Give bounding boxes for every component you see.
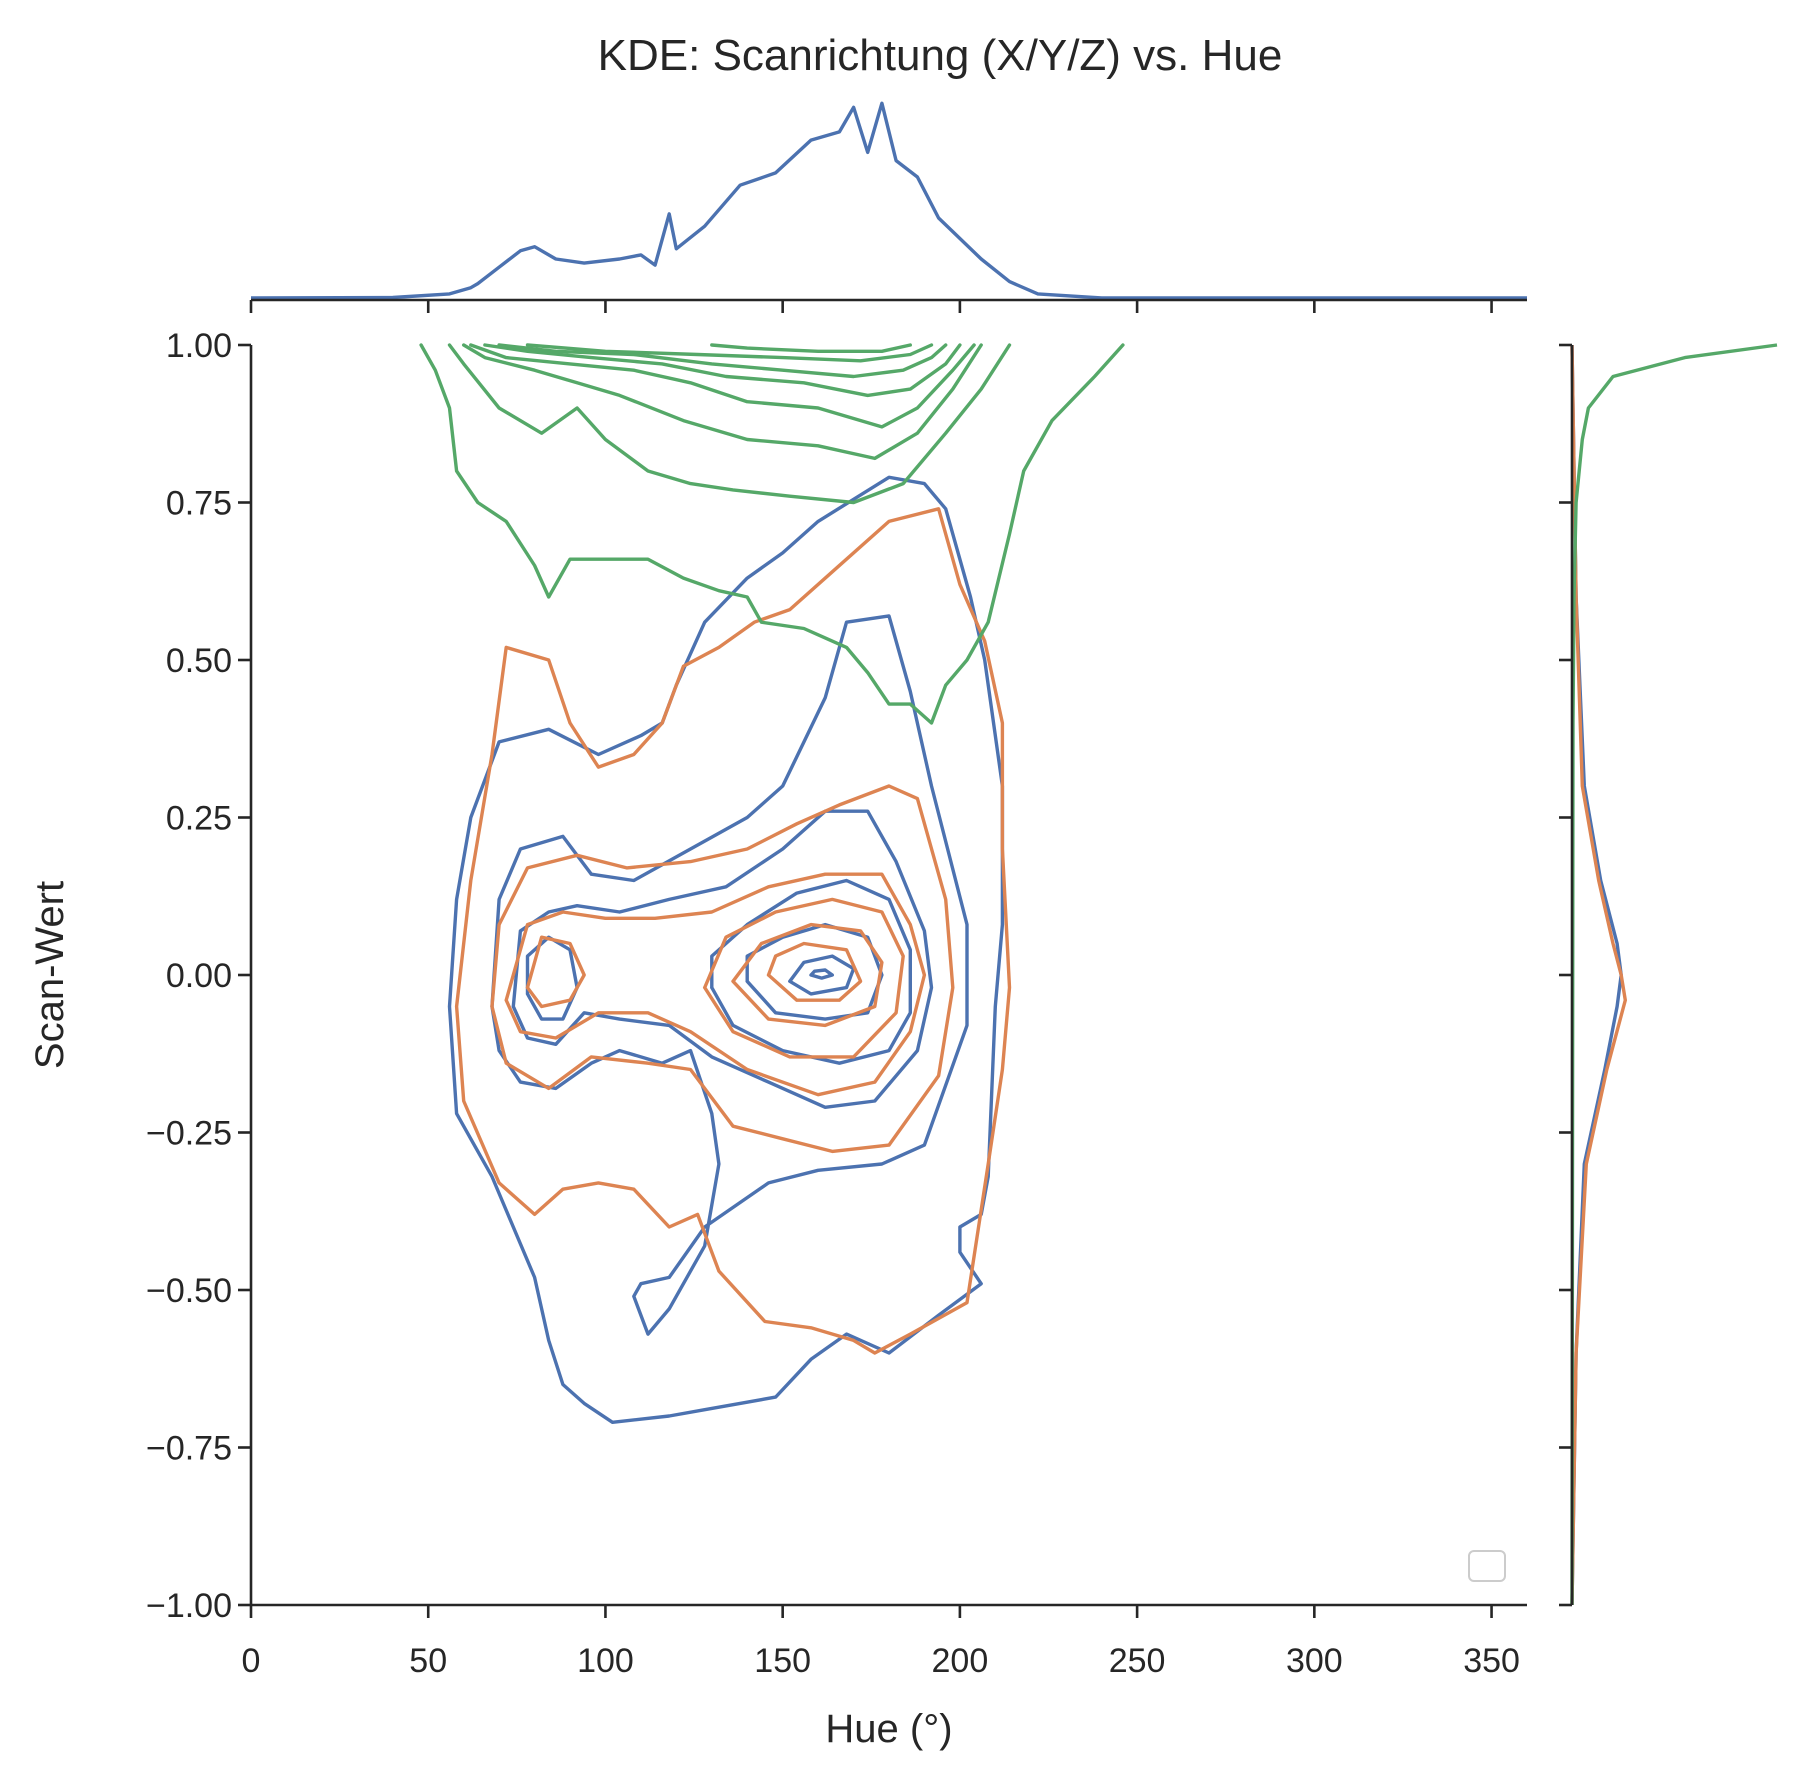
x-tick-label: 250 (1109, 1642, 1166, 1680)
contour-y-level-2 (490, 784, 955, 1154)
contour-z-level-5 (483, 343, 962, 398)
y-tick-label: 0.25 (166, 800, 232, 838)
x-tick-label: 200 (932, 1642, 989, 1680)
x-axis-label: Hue (°) (825, 1707, 952, 1751)
contour-x-level-2 (490, 614, 969, 1336)
chart-title: KDE: Scanrichtung (X/Y/Z) vs. Hue (598, 31, 1283, 80)
contour-z-level-1 (419, 343, 1125, 725)
x-axis-ticks: 0 50 100 150 200 250 300 350 (242, 300, 1520, 1680)
contour-y-level-6 (731, 922, 884, 1028)
top-marginal-plot (250, 101, 1527, 300)
contour-x-level-1 (447, 475, 1005, 1424)
contour-x-level-7 (788, 954, 856, 996)
x-tick-label: 350 (1463, 1642, 1520, 1680)
y-tick-label: 0.50 (166, 642, 232, 680)
contour-x-level-6 (745, 922, 884, 1021)
right-marginal-plot (1570, 343, 1778, 1606)
contour-z-level-7 (525, 343, 934, 363)
x-tick-label: 300 (1286, 1642, 1343, 1680)
contour-z-level-8 (710, 343, 912, 353)
y-tick-label: 0.00 (166, 957, 232, 995)
contour-z-level-3 (462, 343, 983, 461)
contour-z-level-2 (447, 343, 1012, 505)
x-tick-label: 50 (409, 1642, 447, 1680)
x-tick-label: 150 (754, 1642, 811, 1680)
x-tick-label: 0 (242, 1642, 261, 1680)
joint-plot-area (419, 343, 1125, 1424)
right-marginal-kde-x (1570, 344, 1623, 1606)
y-tick-label: −1.00 (146, 1587, 232, 1625)
contour-x-level-3 (511, 809, 934, 1109)
contour-y-level-7 (766, 941, 863, 1002)
top-marginal-kde-x (250, 101, 1527, 300)
right-marginal-kde-y (1570, 344, 1627, 1606)
contour-x-level-4 (525, 935, 579, 1021)
contour-y-level-1 (454, 507, 1012, 1355)
y-axis-ticks: −1.00 −0.75 −0.50 −0.25 0.00 0.25 0.50 0.75 1.00 (146, 327, 1572, 1625)
y-axis-label: Scan-Wert (28, 881, 72, 1069)
contour-z-level-6 (497, 343, 948, 379)
y-tick-label: 0.75 (166, 485, 232, 523)
x-tick-label: 100 (577, 1642, 634, 1680)
y-tick-label: −0.75 (146, 1430, 232, 1468)
contour-y-level-3 (504, 872, 927, 1097)
y-tick-label: 1.00 (166, 327, 232, 365)
y-tick-label: −0.50 (146, 1272, 232, 1310)
legend-box (1468, 1550, 1506, 1582)
contour-y-level-5 (703, 897, 905, 1059)
y-tick-label: −0.25 (146, 1115, 232, 1153)
contour-x-level-8 (809, 968, 834, 980)
contour-z-level-4 (469, 343, 976, 429)
contour-y-level-4 (525, 935, 586, 1009)
right-marginal-kde-z (1570, 343, 1778, 1606)
